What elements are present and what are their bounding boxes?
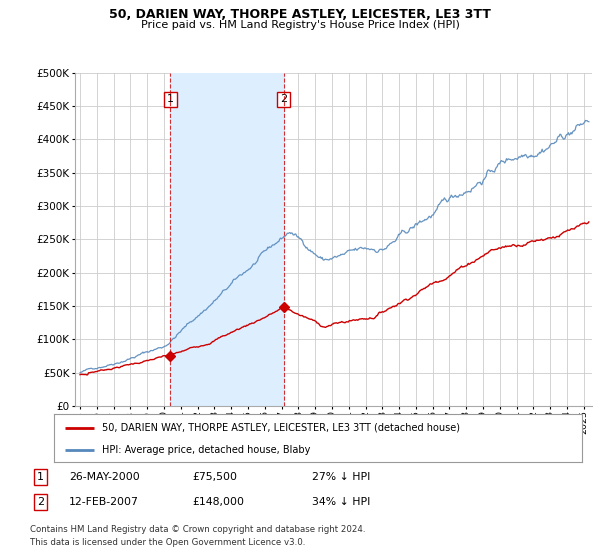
- Text: 27% ↓ HPI: 27% ↓ HPI: [312, 472, 370, 482]
- Text: Price paid vs. HM Land Registry's House Price Index (HPI): Price paid vs. HM Land Registry's House …: [140, 20, 460, 30]
- Bar: [170, 73, 284, 406]
- Text: £148,000: £148,000: [192, 497, 244, 507]
- Text: 2: 2: [280, 95, 287, 105]
- Text: HPI: Average price, detached house, Blaby: HPI: Average price, detached house, Blab…: [101, 445, 310, 455]
- Text: Contains HM Land Registry data © Crown copyright and database right 2024.: Contains HM Land Registry data © Crown c…: [30, 525, 365, 534]
- Text: 1: 1: [37, 472, 44, 482]
- Text: 34% ↓ HPI: 34% ↓ HPI: [312, 497, 370, 507]
- Text: 50, DARIEN WAY, THORPE ASTLEY, LEICESTER, LE3 3TT: 50, DARIEN WAY, THORPE ASTLEY, LEICESTER…: [109, 8, 491, 21]
- Text: 2: 2: [37, 497, 44, 507]
- Text: 26-MAY-2000: 26-MAY-2000: [69, 472, 140, 482]
- Text: This data is licensed under the Open Government Licence v3.0.: This data is licensed under the Open Gov…: [30, 538, 305, 547]
- Text: £75,500: £75,500: [192, 472, 237, 482]
- Text: 50, DARIEN WAY, THORPE ASTLEY, LEICESTER, LE3 3TT (detached house): 50, DARIEN WAY, THORPE ASTLEY, LEICESTER…: [101, 423, 460, 433]
- Text: 1: 1: [167, 95, 174, 105]
- Text: 12-FEB-2007: 12-FEB-2007: [69, 497, 139, 507]
